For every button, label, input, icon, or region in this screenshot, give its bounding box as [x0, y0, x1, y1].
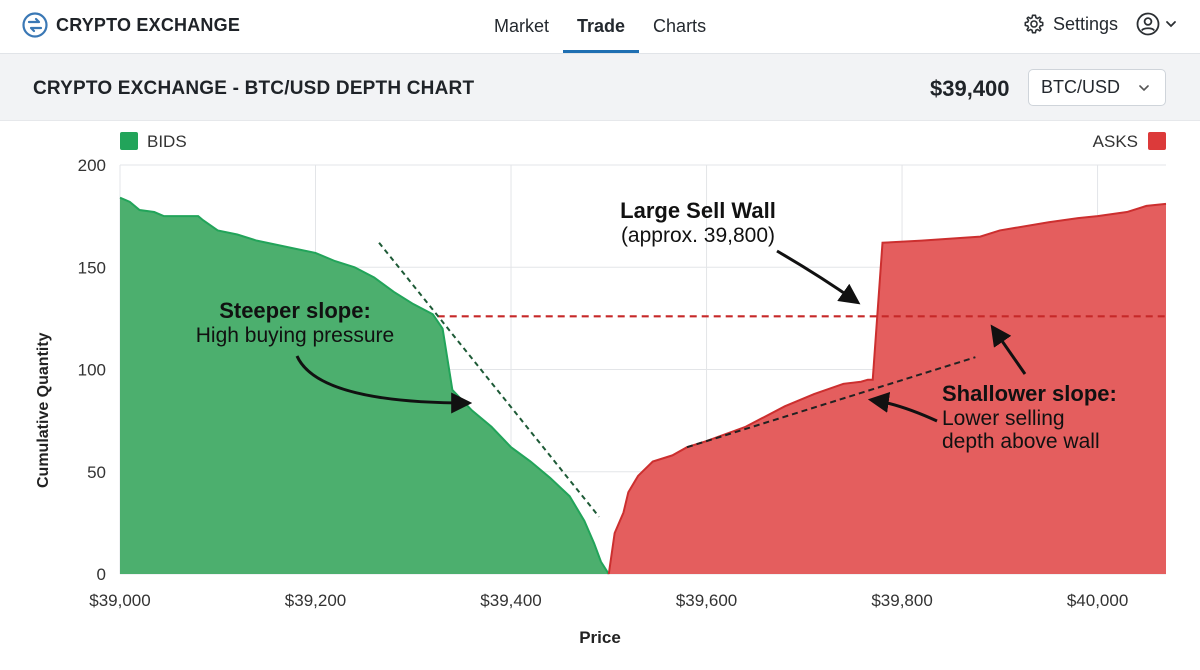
x-tick-label: $39,800 [871, 591, 932, 610]
wall-level-arrow [990, 324, 1027, 375]
main-nav: Market Trade Charts [480, 0, 720, 53]
bid-slope-trendline [378, 242, 600, 518]
x-tick-label: $39,200 [285, 591, 346, 610]
y-tick-label: 0 [97, 565, 106, 584]
annotation-bids-title: Steeper slope: [219, 298, 371, 323]
nav-market[interactable]: Market [494, 16, 550, 36]
settings-label: Settings [1052, 13, 1118, 34]
legend-bids-swatch [120, 132, 138, 150]
asks-area [608, 203, 1166, 574]
bids-area [120, 197, 609, 574]
chevron-down-icon [1166, 21, 1176, 28]
y-tick-label: 150 [78, 258, 106, 277]
y-tick-label: 100 [78, 361, 106, 380]
legend-bids[interactable]: BIDS [120, 132, 187, 151]
legend-asks-label: ASKS [1093, 132, 1138, 151]
bids-line [119, 196, 610, 575]
brand-name: CRYPTO EXCHANGE [56, 14, 241, 35]
exchange-logo-icon [22, 12, 48, 38]
nav-trade[interactable]: Trade [563, 0, 640, 53]
bids-slope-arrow [295, 355, 473, 414]
legend-asks-swatch [1148, 132, 1166, 150]
header-tools: Settings [1023, 12, 1178, 36]
asks-line [607, 202, 1167, 575]
annotation-asks-text2: depth above wall [942, 430, 1100, 453]
annotation-asks-title: Shallower slope: [942, 381, 1117, 406]
legend-bids-label: BIDS [147, 132, 187, 151]
axes: 0 50 100 150 200 $39,000 $39,200 $39,400 $39,600… [78, 156, 1129, 610]
brand[interactable]: CRYPTO EXCHANGE [22, 12, 240, 38]
pair-select-value: BTC/USD [1041, 77, 1121, 97]
top-navigation-bar: CRYPTO EXCHANGE Market Trade Charts Sett… [0, 0, 1200, 54]
legend-asks[interactable]: ASKS [1093, 132, 1166, 151]
chevron-down-icon [1139, 85, 1149, 92]
pair-select[interactable]: BTC/USD [1028, 69, 1166, 106]
y-axis-label: Cumulative Quantity [35, 332, 52, 488]
x-tick-label: $39,600 [676, 591, 737, 610]
nav-charts[interactable]: Charts [653, 16, 707, 36]
annotation-sell-wall-text: (approx. 39,800) [621, 224, 775, 247]
annotation-asks-text: Lower selling [942, 407, 1065, 430]
x-tick-label: $39,400 [480, 591, 541, 610]
annotation-bids: Steeper slope: High buying pressure [196, 298, 394, 347]
depth-areas [119, 196, 1167, 575]
x-tick-label: $40,000 [1067, 591, 1128, 610]
annotation-sell-wall: Large Sell Wall (approx. 39,800) [620, 198, 776, 247]
chart-header: CRYPTO EXCHANGE - BTC/USD DEPTH CHART $3… [0, 54, 1200, 121]
last-price: $39,400 [930, 76, 1010, 101]
x-axis-label: Price [579, 628, 621, 647]
settings-button[interactable]: Settings [1023, 13, 1118, 35]
y-tick-label: 200 [78, 156, 106, 175]
page-title: CRYPTO EXCHANGE - BTC/USD DEPTH CHART [33, 78, 475, 99]
ask-slope-trendline [686, 356, 976, 449]
user-icon [1136, 12, 1160, 36]
asks-slope-arrow [867, 391, 938, 423]
depth-chart: 0 50 100 150 200 $39,000 $39,200 $39,400 $39,600… [35, 132, 1167, 647]
gear-icon [1024, 14, 1044, 34]
overlays [295, 242, 1166, 518]
x-tick-label: $39,000 [89, 591, 150, 610]
annotation-bids-text: High buying pressure [196, 324, 394, 347]
annotation-sell-wall-title: Large Sell Wall [620, 198, 776, 223]
account-menu[interactable] [1136, 12, 1178, 36]
y-tick-label: 50 [87, 463, 106, 482]
annotation-asks: Shallower slope: Lower selling depth abo… [942, 381, 1117, 453]
sell-wall-arrow [776, 249, 861, 305]
